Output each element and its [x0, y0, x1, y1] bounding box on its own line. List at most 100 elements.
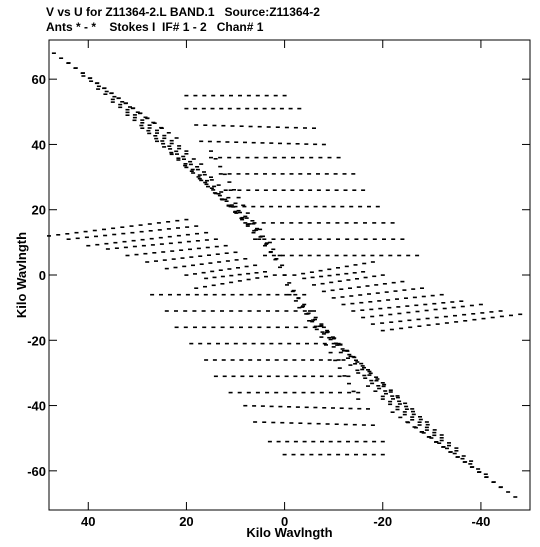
uv-point — [295, 143, 300, 145]
uv-point — [229, 94, 233, 97]
uv-point — [459, 300, 464, 302]
uv-point — [295, 406, 300, 408]
uv-point — [240, 218, 245, 221]
uv-point — [293, 375, 298, 378]
uv-point — [195, 168, 200, 171]
uv-point — [284, 310, 289, 312]
uv-point — [268, 251, 273, 253]
uv-point — [261, 222, 266, 224]
uv-point — [308, 310, 312, 312]
uv-point — [186, 240, 191, 243]
uv-point — [418, 418, 423, 421]
uv-point — [238, 310, 243, 312]
uv-point — [211, 284, 216, 287]
uv-point — [363, 440, 368, 443]
uv-point — [266, 326, 271, 329]
uv-point — [236, 267, 240, 269]
uv-point — [327, 336, 332, 339]
uv-point — [245, 173, 250, 175]
uv-point — [462, 313, 467, 316]
uv-point — [289, 222, 294, 224]
uv-point — [388, 400, 393, 403]
uv-point — [175, 153, 179, 155]
uv-point — [292, 274, 297, 276]
uv-point — [324, 344, 328, 346]
uv-point — [404, 405, 409, 408]
uv-point — [309, 156, 314, 159]
uv-point — [518, 313, 523, 316]
uv-point — [73, 67, 78, 69]
uv-point — [194, 225, 199, 227]
uv-point — [338, 351, 343, 354]
uv-point — [275, 326, 280, 329]
uv-point — [362, 262, 367, 265]
uv-point — [188, 163, 193, 166]
uv-point — [373, 390, 378, 392]
uv-point — [116, 97, 121, 99]
uv-point — [281, 189, 286, 191]
uv-point — [397, 400, 402, 403]
uv-point — [354, 440, 359, 443]
uv-point — [151, 121, 156, 124]
uv-point — [346, 440, 350, 443]
uv-point — [243, 141, 247, 144]
uv-point — [218, 165, 223, 168]
uv-point — [267, 241, 272, 244]
uv-point — [361, 189, 366, 191]
uv-point — [379, 254, 384, 257]
uv-point — [220, 94, 225, 97]
uv-point — [148, 230, 153, 232]
uv-point — [363, 377, 368, 379]
uv-point — [181, 155, 186, 158]
uv-point — [194, 293, 199, 296]
y-tick-label: 20 — [32, 203, 46, 218]
uv-point — [189, 256, 194, 258]
uv-point — [168, 293, 172, 296]
uv-point — [320, 331, 325, 333]
uv-point — [348, 287, 352, 289]
uv-point — [215, 253, 220, 255]
uv-point — [347, 391, 352, 394]
uv-point — [368, 301, 373, 303]
uv-point — [348, 364, 353, 366]
uv-point — [131, 239, 136, 242]
uv-point — [381, 222, 386, 224]
uv-point — [346, 357, 350, 359]
uv-point — [476, 468, 481, 470]
uv-point — [84, 236, 89, 239]
uv-point — [469, 460, 474, 462]
uv-point — [234, 259, 239, 261]
uv-point — [333, 359, 338, 362]
uv-point — [276, 440, 281, 443]
uv-point — [320, 440, 324, 443]
uv-point — [372, 238, 377, 240]
uv-point — [220, 283, 225, 285]
uv-point — [228, 189, 233, 191]
uv-point — [358, 205, 363, 208]
uv-point — [404, 297, 408, 299]
uv-point — [328, 351, 333, 354]
uv-point — [420, 287, 424, 289]
uv-point — [130, 231, 135, 234]
uv-point — [207, 140, 212, 143]
uv-point — [443, 315, 448, 318]
x-tick-label: 40 — [81, 514, 95, 529]
uv-point — [263, 271, 267, 273]
uv-point — [143, 252, 148, 255]
uv-point — [343, 423, 348, 426]
uv-point — [307, 222, 312, 224]
uv-point — [135, 111, 140, 113]
uv-point — [176, 293, 181, 296]
uv-point — [176, 157, 181, 159]
uv-point — [285, 284, 289, 286]
uv-point — [264, 275, 268, 278]
uv-point — [257, 125, 262, 128]
uv-point — [227, 107, 232, 110]
uv-point — [221, 293, 226, 296]
uv-point — [263, 254, 267, 257]
uv-point — [340, 296, 345, 298]
uv-point — [405, 305, 410, 307]
uv-point — [203, 181, 208, 184]
uv-point — [260, 205, 265, 208]
uv-point — [213, 158, 218, 160]
